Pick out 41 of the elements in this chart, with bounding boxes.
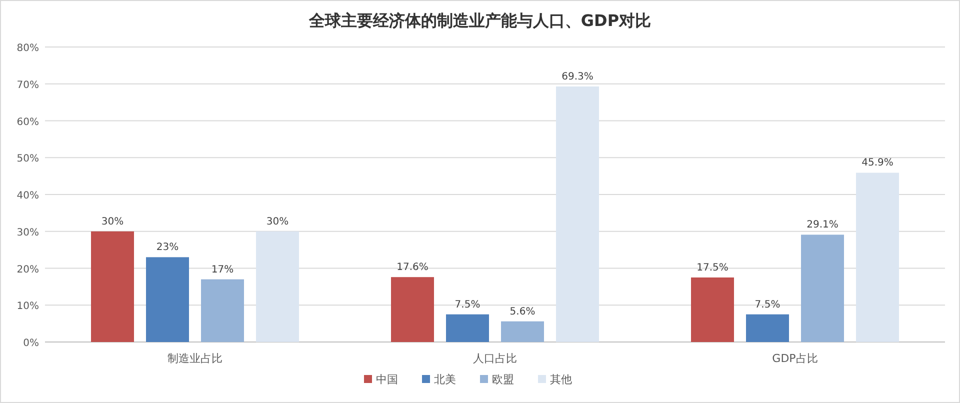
data-label: 69.3% [562,71,594,82]
bar [556,86,599,342]
bar [856,172,899,342]
legend-label: 欧盟 [492,373,514,386]
y-tick-label: 0% [23,338,39,349]
y-tick-label: 20% [16,264,39,276]
legend-label: 其他 [550,373,572,386]
data-label: 17% [211,264,234,276]
y-tick-label: 10% [16,301,39,312]
data-label: 17.5% [696,262,728,274]
data-label: 29.1% [806,220,838,231]
legend-label: 北美 [434,373,456,386]
legend-label: 中国 [376,373,398,386]
data-label: 7.5% [754,299,780,310]
bar [801,234,844,342]
bar [91,231,134,342]
y-tick-label: 50% [16,154,39,165]
data-label: 45.9% [862,158,894,169]
bar [391,277,434,342]
y-tick-label: 60% [16,116,39,128]
data-label: 17.6% [396,262,428,274]
bar [201,279,244,342]
bar [691,277,734,342]
y-tick-label: 80% [16,43,39,54]
bar [501,321,544,342]
x-tick-label: 人口占比 [473,352,517,365]
chart-title: 全球主要经济体的制造业产能与人口、GDP对比 [308,11,652,30]
data-label: 7.5% [454,299,480,310]
data-label: 5.6% [510,306,536,318]
x-tick-label: 制造业占比 [168,352,222,365]
y-tick-label: 70% [16,80,39,91]
data-label: 23% [156,242,179,254]
y-tick-label: 30% [16,227,39,238]
bar [446,314,489,342]
bar [746,314,789,342]
y-tick-label: 40% [16,190,39,202]
data-label: 30% [101,216,124,228]
bar [146,257,189,342]
bar [256,231,299,342]
x-tick-label: GDP占比 [772,352,818,365]
data-label: 30% [266,216,289,228]
